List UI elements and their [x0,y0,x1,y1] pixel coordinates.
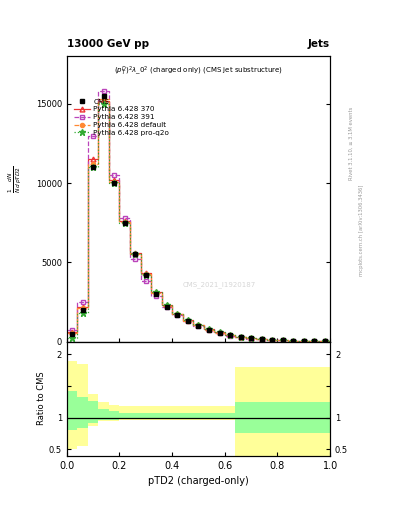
Legend: CMS, Pythia 6.428 370, Pythia 6.428 391, Pythia 6.428 default, Pythia 6.428 pro-: CMS, Pythia 6.428 370, Pythia 6.428 391,… [73,97,171,137]
CMS [122,220,127,226]
CMS [133,251,138,258]
Y-axis label: Ratio to CMS: Ratio to CMS [37,372,46,425]
CMS [143,272,148,278]
CMS [207,327,211,333]
CMS [270,336,275,343]
CMS [196,323,201,329]
Text: Rivet 3.1.10, ≥ 3.1M events: Rivet 3.1.10, ≥ 3.1M events [349,106,354,180]
CMS [291,337,296,344]
CMS [165,304,169,310]
CMS [80,307,85,313]
CMS [312,338,317,344]
CMS [228,332,232,338]
Line: CMS: CMS [70,94,327,343]
X-axis label: pTD2 (charged-only): pTD2 (charged-only) [148,476,249,486]
CMS [323,338,327,345]
Text: 13000 GeV pp: 13000 GeV pp [67,38,149,49]
CMS [112,180,117,186]
CMS [70,331,74,337]
CMS [154,291,159,297]
Text: CMS_2021_I1920187: CMS_2021_I1920187 [183,281,256,288]
CMS [217,330,222,336]
Text: Jets: Jets [308,38,330,49]
CMS [101,93,106,99]
CMS [259,336,264,342]
CMS [301,338,306,344]
CMS [238,334,243,340]
Text: mcplots.cern.ch [arXiv:1306.3436]: mcplots.cern.ch [arXiv:1306.3436] [359,185,364,276]
CMS [280,337,285,343]
Text: $(p_T^D)^2\lambda\_0^2$ (charged only) (CMS jet substructure): $(p_T^D)^2\lambda\_0^2$ (charged only) (… [114,65,283,78]
CMS [91,164,95,170]
CMS [185,318,190,324]
CMS [249,335,253,342]
Text: $\frac{1}{N}\frac{dN}{d\,pTD2}$: $\frac{1}{N}\frac{dN}{d\,pTD2}$ [7,165,24,193]
CMS [175,312,180,318]
